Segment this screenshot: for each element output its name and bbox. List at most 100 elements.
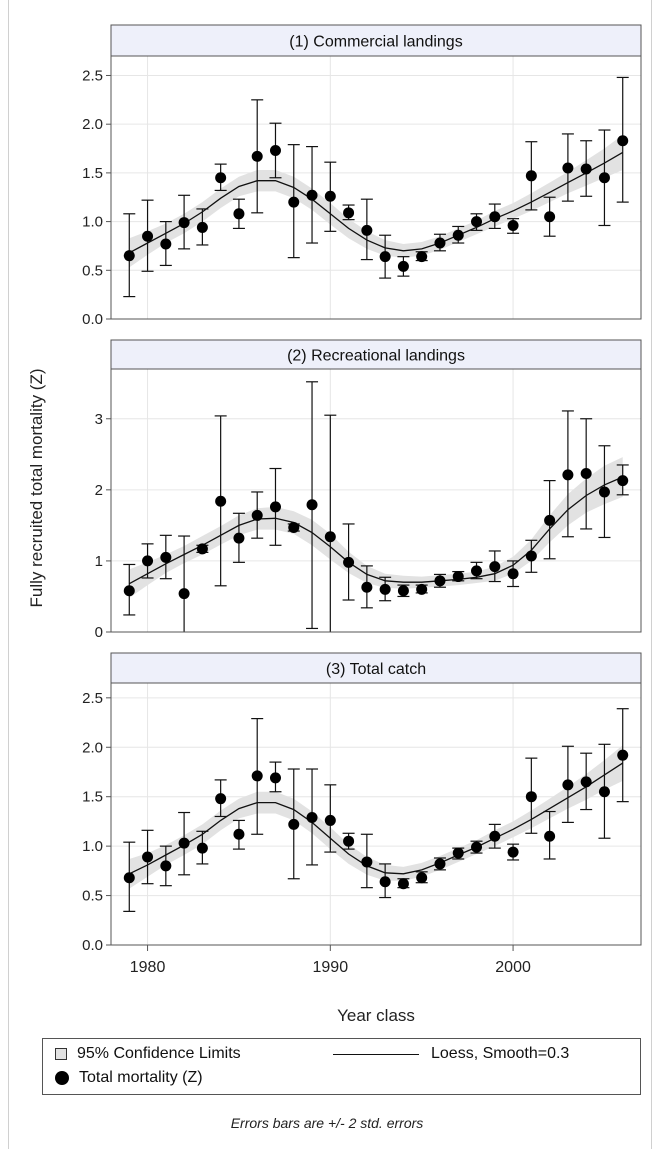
data-point: [178, 588, 190, 600]
confidence-band: [129, 134, 623, 268]
legend-item-loess: Loess, Smooth=0.3: [333, 1045, 569, 1063]
data-point: [306, 499, 318, 511]
data-point: [416, 251, 428, 263]
legend-label-loess: Loess, Smooth=0.3: [431, 1045, 570, 1062]
plot-frame: [110, 682, 642, 946]
data-point: [525, 170, 537, 182]
data-point: [489, 830, 501, 842]
data-point: [123, 250, 135, 262]
data-point: [251, 509, 263, 521]
legend-item-confidence: 95% Confidence Limits: [55, 1045, 241, 1063]
data-point: [306, 189, 318, 201]
data-point: [544, 211, 556, 223]
data-point: [343, 835, 355, 847]
data-point: [452, 229, 464, 241]
data-point: [142, 230, 154, 242]
data-point: [580, 163, 592, 175]
data-point: [379, 583, 391, 595]
data-point: [233, 208, 245, 220]
data-point: [123, 585, 135, 597]
data-point: [196, 221, 208, 233]
error-bar: [324, 414, 337, 632]
marker-dot-swatch-icon: [55, 1071, 69, 1085]
data-point: [434, 237, 446, 249]
y-tick-label: 0.5: [82, 888, 103, 905]
y-tick-label: 2.5: [82, 67, 103, 84]
page-frame: [8, 0, 652, 1149]
y-tick-label: 2.0: [82, 739, 103, 756]
data-point: [507, 568, 519, 580]
legend-item-marker: Total mortality (Z): [55, 1069, 203, 1087]
data-point: [544, 514, 556, 526]
data-point: [324, 531, 336, 543]
data-point: [397, 585, 409, 597]
data-point: [233, 532, 245, 544]
data-point: [343, 207, 355, 219]
y-tick-label: 0: [95, 624, 103, 641]
legend-label-marker: Total mortality (Z): [79, 1069, 203, 1086]
data-point: [562, 162, 574, 174]
data-point: [617, 135, 629, 147]
data-point: [489, 561, 501, 573]
data-point: [178, 217, 190, 229]
legend-label-confidence: 95% Confidence Limits: [77, 1045, 241, 1062]
x-axis-label: Year class: [337, 1006, 415, 1025]
data-point: [598, 486, 610, 498]
data-point: [196, 543, 208, 555]
confidence-band-swatch-icon: [55, 1048, 67, 1060]
y-tick-label: 2.5: [82, 690, 103, 707]
data-point: [288, 522, 300, 534]
footnote: Errors bars are +/- 2 std. errors: [230, 1115, 424, 1131]
y-tick-label: 1.0: [82, 838, 103, 855]
error-bar: [178, 535, 191, 632]
data-point: [251, 770, 263, 782]
confidence-band: [129, 457, 623, 598]
panel-title: (2) Recreational landings: [287, 348, 465, 365]
y-tick-label: 1: [95, 553, 103, 570]
panel-header: [110, 24, 642, 57]
data-point: [580, 467, 592, 479]
panel-1: (1) Commercial landings 0.0 0.5 1.0 1.5 2.0 2.…: [82, 24, 642, 328]
legend: 95% Confidence Limits Loess, Smooth=0.3 …: [42, 1038, 641, 1095]
data-point: [471, 565, 483, 577]
y-tick-label: 1.5: [82, 789, 103, 806]
data-point: [251, 150, 263, 162]
plot-frame: [110, 55, 642, 320]
data-point: [361, 224, 373, 236]
panel-header: [110, 339, 642, 370]
data-point: [525, 791, 537, 803]
data-point: [343, 556, 355, 568]
data-point: [598, 786, 610, 798]
loess-line: [129, 762, 624, 875]
data-point: [324, 190, 336, 202]
data-point: [452, 571, 464, 583]
plot-frame: [110, 368, 642, 633]
y-tick-label: 0.5: [82, 262, 103, 279]
loess-line: [128, 151, 624, 254]
plot-area: [111, 683, 641, 945]
panels-group: (1) Commercial landings 0.0 0.5 1.0 1.5 2.0 2.…: [82, 24, 642, 976]
panel-title: (1) Commercial landings: [289, 34, 462, 51]
data-point: [617, 475, 629, 487]
data-point: [288, 196, 300, 208]
data-point: [452, 847, 464, 859]
data-point: [489, 211, 501, 223]
x-tick-label: 1980: [130, 959, 166, 976]
data-point: [160, 551, 172, 563]
chart-figure: (1) Commercial landings 0.0 0.5 1.0 1.5 2.0 2.…: [27, 24, 642, 1025]
data-point: [379, 876, 391, 888]
confidence-band: [129, 745, 623, 889]
data-point: [471, 216, 483, 228]
data-point: [142, 851, 154, 863]
data-point: [361, 856, 373, 868]
plot-area: [111, 369, 641, 632]
data-point: [562, 469, 574, 481]
data-point: [160, 860, 172, 872]
panel-title: (3) Total catch: [326, 661, 426, 678]
y-tick-label: 1.0: [82, 214, 103, 231]
data-point: [324, 814, 336, 826]
data-point: [471, 841, 483, 853]
data-point: [269, 772, 281, 784]
data-point: [379, 251, 391, 263]
data-point: [215, 172, 227, 184]
